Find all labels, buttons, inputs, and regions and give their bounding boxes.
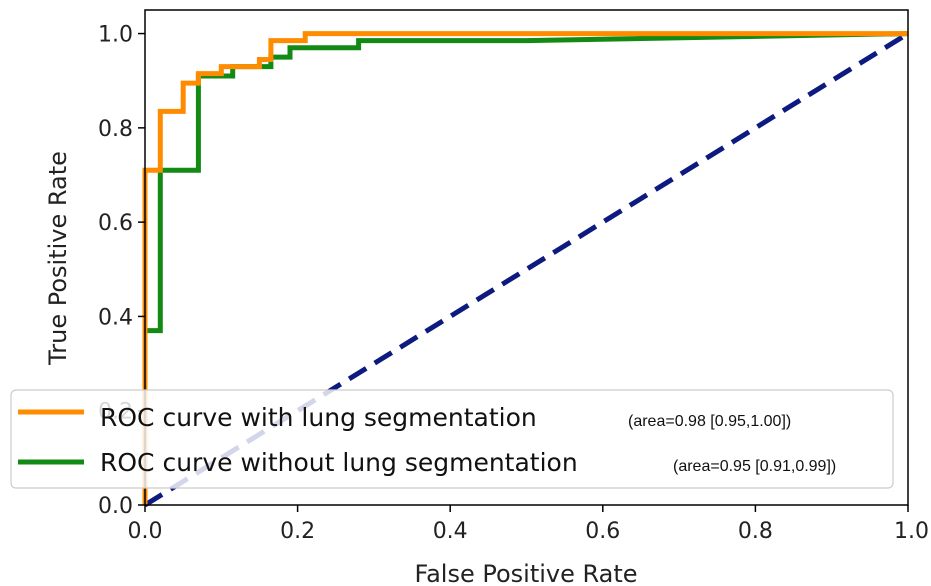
y-tick-label: 1.0 xyxy=(98,23,133,48)
y-tick-label: 0.0 xyxy=(98,494,133,519)
legend-annotation-with-seg: (area=0.98 [0.95,1.00]) xyxy=(628,413,791,430)
legend-annotation-without-seg: (area=0.95 [0.91,0.99]) xyxy=(673,458,836,475)
y-axis-label: True Positive Rate xyxy=(44,151,72,366)
x-tick-label: 0.8 xyxy=(738,519,773,544)
x-axis-label: False Positive Rate xyxy=(414,560,637,586)
legend-label-with-seg: ROC curve with lung segmentation xyxy=(100,403,537,432)
x-tick-label: 0.4 xyxy=(433,519,468,544)
x-tick-label: 1.0 xyxy=(894,519,929,544)
x-tick-label: 0.0 xyxy=(128,519,163,544)
series-layer xyxy=(142,31,910,508)
x-tick-label: 0.6 xyxy=(585,519,620,544)
plot-frame xyxy=(144,9,909,506)
y-tick-label: 0.8 xyxy=(98,117,133,142)
series-line-with-seg xyxy=(142,31,908,505)
legend: ROC curve with lung segmentation (area=0… xyxy=(10,389,894,489)
legend-label-without-seg: ROC curve without lung segmentation xyxy=(100,448,578,477)
legend-box xyxy=(10,389,894,489)
x-tick-label: 0.2 xyxy=(280,519,315,544)
x-ticks: 0.0 0.2 0.4 0.6 0.8 1.0 xyxy=(128,505,929,544)
y-tick-label: 0.4 xyxy=(98,305,133,330)
y-tick-label: 0.6 xyxy=(98,211,133,236)
